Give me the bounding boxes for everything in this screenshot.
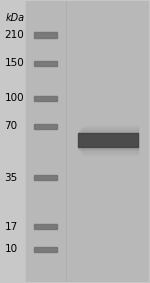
Bar bbox=[34, 224, 57, 230]
Text: 10: 10 bbox=[4, 245, 17, 254]
Text: 210: 210 bbox=[4, 30, 24, 40]
Text: 100: 100 bbox=[4, 93, 24, 103]
Bar bbox=[78, 133, 138, 147]
Bar bbox=[84, 125, 138, 155]
Text: 70: 70 bbox=[4, 121, 17, 131]
Text: kDa: kDa bbox=[6, 13, 25, 23]
Bar bbox=[34, 61, 57, 66]
Text: 17: 17 bbox=[4, 222, 18, 232]
Bar bbox=[78, 132, 138, 149]
Bar bbox=[82, 127, 138, 154]
Bar bbox=[34, 96, 57, 100]
Bar bbox=[34, 175, 57, 181]
Bar bbox=[34, 33, 57, 38]
Text: 35: 35 bbox=[4, 173, 18, 183]
Bar bbox=[85, 123, 138, 157]
Bar bbox=[81, 128, 138, 152]
Bar bbox=[26, 1, 149, 282]
Bar bbox=[34, 124, 57, 128]
Bar bbox=[34, 247, 57, 252]
Text: 150: 150 bbox=[4, 58, 24, 68]
Bar bbox=[79, 130, 138, 150]
